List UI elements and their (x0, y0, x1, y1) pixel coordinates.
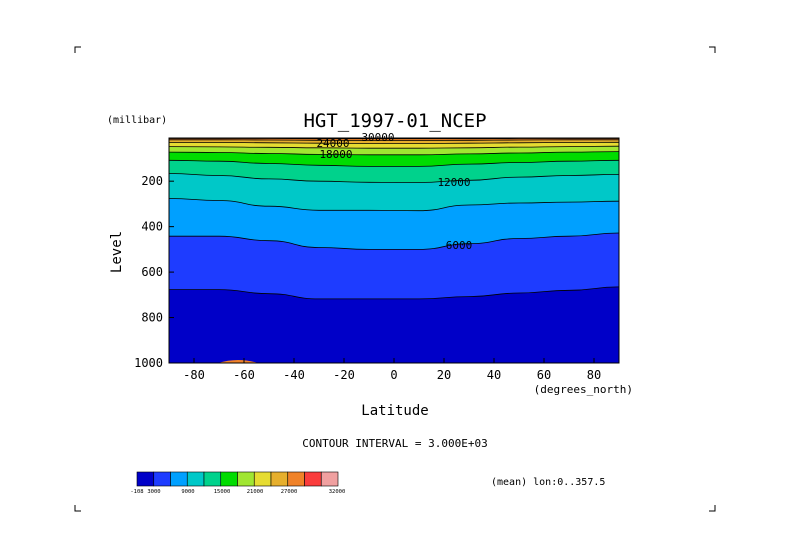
corner-mark-top-left (74, 46, 81, 53)
corner-mark-bottom-left (74, 505, 81, 512)
contour-interval-text: CONTOUR INTERVAL = 3.000E+03 (302, 437, 487, 450)
y-tick-label-1: 400 (141, 220, 163, 234)
contour-line-12000 (168, 173, 620, 183)
band-orography-patch (218, 360, 258, 363)
x-tick-label-1: -60 (233, 368, 255, 382)
colorbar-swatch-8 (270, 471, 289, 487)
y-tick-label-3: 800 (141, 311, 163, 325)
colorbar-swatch-1 (153, 471, 171, 487)
colorbar-label-2: 9000 (181, 489, 194, 495)
x-tick-label-4: 0 (390, 368, 397, 382)
corner-mark-bottom-right (709, 505, 716, 512)
y-axis-units: (millibar) (107, 115, 167, 126)
mean-longitude-text: (mean) lon:0..357.5 (491, 477, 605, 488)
colorbar-label-1: 3000 (147, 489, 160, 495)
y-tick-label-2: 600 (141, 265, 163, 279)
contour-label-12000: 12000 (437, 176, 470, 189)
contour-line-21000 (168, 145, 620, 149)
contour-line-27000 (169, 139, 619, 141)
contour-line-layer (168, 138, 620, 300)
x-tick-label-0: -80 (183, 368, 205, 382)
contour-fill-layer (169, 138, 619, 363)
plot-area: 30000 24000 18000 12000 6000 (168, 131, 620, 364)
x-axis-units: (degrees_north) (534, 383, 633, 396)
colorbar-label-5: 27000 (281, 489, 298, 495)
colorbar-swatch-7 (253, 471, 272, 487)
contour-line-3000 (169, 286, 620, 300)
contour-label-18000: 18000 (319, 148, 352, 161)
colorbar-swatch-11 (320, 471, 339, 487)
contour-line-15000 (168, 159, 620, 167)
contour-line-9000 (168, 198, 620, 212)
colorbar-swatch-5 (220, 471, 238, 487)
x-tick-label-8: 80 (587, 368, 601, 382)
colorbar-swatch-0 (136, 471, 155, 487)
x-tick-label-5: 20 (437, 368, 451, 382)
y-tick-label-4: 1000 (134, 356, 163, 370)
colorbar-swatch-10 (304, 471, 322, 487)
colorbar-swatch-2 (170, 471, 188, 487)
x-tick-label-3: -20 (333, 368, 355, 382)
contour-line-24000 (169, 141, 620, 144)
colorbar-label-0: -108 (130, 489, 143, 495)
x-tick-label-6: 40 (487, 368, 501, 382)
x-axis: -80 -60 -40 -20 0 20 40 60 80 (183, 358, 601, 382)
colorbar-label-3: 15000 (214, 489, 231, 495)
x-tick-label-7: 60 (537, 368, 551, 382)
colorbar-swatch-3 (186, 471, 205, 487)
contour-line-18000 (168, 151, 620, 156)
colorbar-label-4: 21000 (247, 489, 264, 495)
corner-marks (74, 46, 716, 512)
contour-label-6000: 6000 (446, 239, 473, 252)
corner-mark-top-right (709, 46, 716, 53)
chart-title: HGT_1997-01_NCEP (303, 110, 486, 132)
colorbar-swatch-4 (203, 471, 222, 487)
colorbar: -108 3000 9000 15000 21000 27000 32000 (130, 471, 346, 495)
colorbar-swatch-6 (237, 471, 255, 487)
contour-line-6000 (169, 232, 620, 250)
y-axis: 200 400 600 800 1000 (134, 174, 174, 370)
y-axis-label: Level (109, 231, 125, 273)
y-tick-label-0: 200 (141, 174, 163, 188)
x-tick-label-2: -40 (283, 368, 305, 382)
contour-label-24000: 24000 (316, 137, 349, 150)
x-axis-label: Latitude (361, 403, 428, 419)
colorbar-swatch-9 (287, 471, 305, 487)
colorbar-label-6: 32000 (329, 489, 346, 495)
